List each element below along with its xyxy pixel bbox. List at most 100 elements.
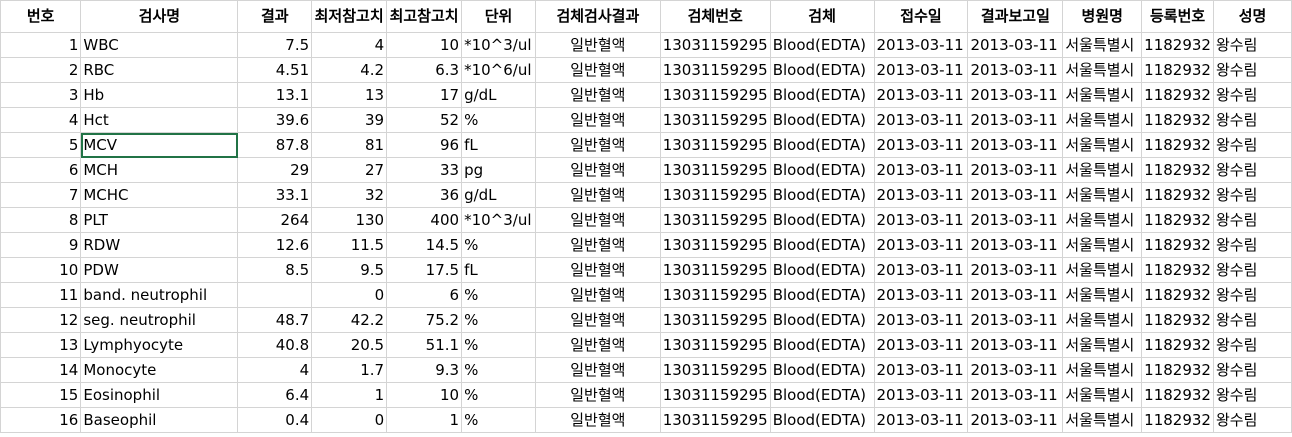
cell-specimen-no[interactable]: 13031159295: [659, 307, 771, 333]
cell-hospital[interactable]: 서울특별시: [1062, 257, 1143, 283]
cell-ref-high[interactable]: 14.5: [386, 232, 463, 258]
cell-ref-low[interactable]: 1: [311, 382, 388, 408]
cell-reg-no[interactable]: 1182932: [1141, 332, 1214, 358]
cell-specimen[interactable]: Blood(EDTA): [769, 157, 875, 183]
cell-patient-name[interactable]: 왕수림: [1212, 132, 1292, 158]
cell-test-name[interactable]: WBC: [80, 32, 239, 58]
cell-hospital[interactable]: 서울특별시: [1062, 382, 1143, 408]
cell-reg-no[interactable]: 1182932: [1141, 357, 1214, 383]
cell-unit[interactable]: %: [461, 382, 536, 408]
cell-test-name[interactable]: Hb: [80, 82, 239, 108]
cell-test-name[interactable]: RBC: [80, 57, 239, 83]
cell-result[interactable]: 39.6: [237, 107, 313, 133]
cell-patient-name[interactable]: 왕수림: [1212, 232, 1292, 258]
cell-no[interactable]: 4: [0, 107, 82, 133]
cell-category[interactable]: 일반혈액: [535, 307, 661, 333]
cell-patient-name[interactable]: 왕수림: [1212, 257, 1292, 283]
cell-patient-name[interactable]: 왕수림: [1212, 382, 1292, 408]
cell-hospital[interactable]: 서울특별시: [1062, 57, 1143, 83]
cell-no[interactable]: 10: [0, 257, 82, 283]
cell-category[interactable]: 일반혈액: [535, 132, 661, 158]
cell-specimen[interactable]: Blood(EDTA): [769, 57, 875, 83]
cell-ref-low[interactable]: 0: [311, 282, 388, 308]
cell-unit[interactable]: g/dL: [461, 182, 536, 208]
cell-no[interactable]: 12: [0, 307, 82, 333]
cell-specimen[interactable]: Blood(EDTA): [769, 182, 875, 208]
cell-patient-name[interactable]: 왕수림: [1212, 407, 1292, 433]
cell-specimen[interactable]: Blood(EDTA): [769, 257, 875, 283]
cell-result[interactable]: 4.51: [237, 57, 313, 83]
cell-test-name[interactable]: Eosinophil: [80, 382, 239, 408]
cell-hospital[interactable]: 서울특별시: [1062, 207, 1143, 233]
cell-report-date[interactable]: 2013-03-11: [967, 282, 1064, 308]
cell-ref-high[interactable]: 9.3: [386, 357, 463, 383]
cell-ref-high[interactable]: 6.3: [386, 57, 463, 83]
cell-report-date[interactable]: 2013-03-11: [967, 382, 1064, 408]
cell-report-date[interactable]: 2013-03-11: [967, 407, 1064, 433]
cell-result[interactable]: [237, 282, 313, 308]
cell-category[interactable]: 일반혈액: [535, 382, 661, 408]
cell-patient-name[interactable]: 왕수림: [1212, 307, 1292, 333]
cell-patient-name[interactable]: 왕수림: [1212, 32, 1292, 58]
cell-reg-no[interactable]: 1182932: [1141, 382, 1214, 408]
cell-received-date[interactable]: 2013-03-11: [873, 357, 969, 383]
cell-unit[interactable]: %: [461, 332, 536, 358]
cell-report-date[interactable]: 2013-03-11: [967, 357, 1064, 383]
cell-specimen-no[interactable]: 13031159295: [659, 357, 771, 383]
cell-result[interactable]: 6.4: [237, 382, 313, 408]
column-header-ref-low[interactable]: 최저참고치: [311, 0, 388, 33]
cell-reg-no[interactable]: 1182932: [1141, 282, 1214, 308]
cell-no[interactable]: 2: [0, 57, 82, 83]
cell-hospital[interactable]: 서울특별시: [1062, 407, 1143, 433]
cell-specimen[interactable]: Blood(EDTA): [769, 307, 875, 333]
cell-category[interactable]: 일반혈액: [535, 182, 661, 208]
cell-specimen[interactable]: Blood(EDTA): [769, 382, 875, 408]
column-header-report-date[interactable]: 결과보고일: [967, 0, 1064, 33]
cell-ref-low[interactable]: 11.5: [311, 232, 388, 258]
cell-patient-name[interactable]: 왕수림: [1212, 157, 1292, 183]
cell-unit[interactable]: fL: [461, 132, 536, 158]
cell-category[interactable]: 일반혈액: [535, 282, 661, 308]
cell-category[interactable]: 일반혈액: [535, 157, 661, 183]
cell-category[interactable]: 일반혈액: [535, 32, 661, 58]
cell-report-date[interactable]: 2013-03-11: [967, 207, 1064, 233]
cell-category[interactable]: 일반혈액: [535, 107, 661, 133]
cell-ref-low[interactable]: 4: [311, 32, 388, 58]
cell-result[interactable]: 264: [237, 207, 313, 233]
cell-unit[interactable]: %: [461, 107, 536, 133]
cell-no[interactable]: 15: [0, 382, 82, 408]
cell-ref-high[interactable]: 17.5: [386, 257, 463, 283]
cell-hospital[interactable]: 서울특별시: [1062, 357, 1143, 383]
cell-reg-no[interactable]: 1182932: [1141, 132, 1214, 158]
cell-received-date[interactable]: 2013-03-11: [873, 332, 969, 358]
cell-ref-low[interactable]: 0: [311, 407, 388, 433]
cell-specimen-no[interactable]: 13031159295: [659, 132, 771, 158]
cell-ref-low[interactable]: 9.5: [311, 257, 388, 283]
cell-report-date[interactable]: 2013-03-11: [967, 132, 1064, 158]
cell-test-name[interactable]: seg. neutrophil: [80, 307, 239, 333]
cell-specimen-no[interactable]: 13031159295: [659, 57, 771, 83]
cell-category[interactable]: 일반혈액: [535, 232, 661, 258]
cell-reg-no[interactable]: 1182932: [1141, 232, 1214, 258]
cell-test-name[interactable]: PDW: [80, 257, 239, 283]
cell-specimen[interactable]: Blood(EDTA): [769, 232, 875, 258]
cell-specimen-no[interactable]: 13031159295: [659, 82, 771, 108]
cell-specimen[interactable]: Blood(EDTA): [769, 332, 875, 358]
cell-ref-high[interactable]: 17: [386, 82, 463, 108]
cell-specimen[interactable]: Blood(EDTA): [769, 107, 875, 133]
cell-hospital[interactable]: 서울특별시: [1062, 232, 1143, 258]
cell-no[interactable]: 5: [0, 132, 82, 158]
column-header-no[interactable]: 번호: [0, 0, 82, 33]
cell-ref-high[interactable]: 33: [386, 157, 463, 183]
cell-category[interactable]: 일반혈액: [535, 207, 661, 233]
cell-ref-high[interactable]: 75.2: [386, 307, 463, 333]
cell-unit[interactable]: fL: [461, 257, 536, 283]
cell-hospital[interactable]: 서울특별시: [1062, 82, 1143, 108]
cell-no[interactable]: 13: [0, 332, 82, 358]
cell-unit[interactable]: %: [461, 282, 536, 308]
cell-category[interactable]: 일반혈액: [535, 57, 661, 83]
cell-received-date[interactable]: 2013-03-11: [873, 182, 969, 208]
cell-category[interactable]: 일반혈액: [535, 357, 661, 383]
cell-received-date[interactable]: 2013-03-11: [873, 382, 969, 408]
cell-unit[interactable]: pg: [461, 157, 536, 183]
